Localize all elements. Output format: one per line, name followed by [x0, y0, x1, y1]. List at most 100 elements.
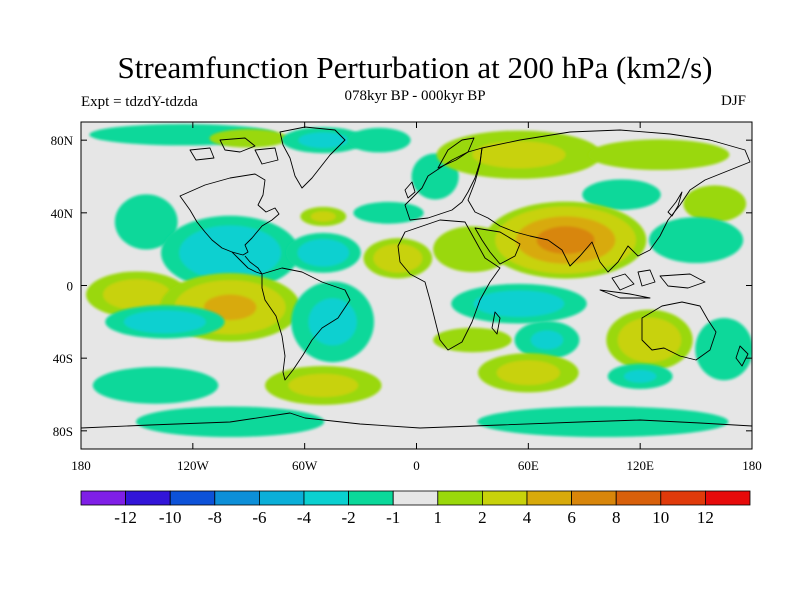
- contour-level: [683, 185, 747, 223]
- colorbar-label: -10: [159, 508, 182, 527]
- coast-scandinavia: [437, 137, 475, 169]
- anomaly-negative: [514, 321, 580, 359]
- anomaly-positive: [606, 309, 693, 371]
- x-tick-label: 180: [71, 458, 91, 473]
- anomaly-negative: [451, 283, 587, 324]
- coast-australia: [641, 301, 717, 361]
- colorbar-swatch: [437, 490, 483, 506]
- contour-level: [288, 373, 359, 398]
- anomaly-negative: [477, 406, 729, 438]
- colorbar-swatch: [705, 490, 751, 506]
- coast-central-america: [231, 251, 263, 275]
- contour-level: [347, 127, 411, 153]
- colorbar-label: 4: [523, 508, 532, 527]
- contour-level: [298, 132, 349, 148]
- anomaly-positive: [478, 353, 579, 393]
- contour-level: [582, 179, 661, 210]
- anomaly-positive: [683, 185, 747, 223]
- contour-level: [123, 310, 206, 334]
- y-tick-label: 40S: [53, 351, 73, 366]
- coast-arctic-islands: [189, 137, 279, 165]
- colorbar-label: -6: [252, 508, 266, 527]
- coast-antarctica: [81, 412, 752, 429]
- colorbar-swatch: [80, 490, 126, 506]
- contour-level: [473, 290, 565, 317]
- colorbar-swatch: [481, 490, 528, 506]
- colorbar-label: 10: [652, 508, 669, 527]
- anomaly-negative: [285, 232, 361, 273]
- contour-level: [617, 317, 682, 363]
- contour-level: [530, 330, 564, 350]
- contour-level: [648, 217, 744, 264]
- coast-asia: [467, 129, 751, 273]
- anomaly-positive: [300, 206, 347, 227]
- colorbar-label: -4: [297, 508, 312, 527]
- colorbar-swatch: [125, 490, 171, 506]
- colorbar-swatch: [660, 490, 706, 506]
- coast-indonesia: [599, 269, 706, 299]
- colorbar-swatch: [214, 490, 260, 506]
- x-tick-label: 0: [413, 458, 420, 473]
- anomaly-positive: [484, 201, 647, 279]
- colorbar-label: -1: [386, 508, 400, 527]
- colorbar-label: -12: [114, 508, 137, 527]
- y-tick-label: 80N: [51, 133, 74, 148]
- contour-level: [310, 211, 336, 222]
- anomaly-negative: [347, 127, 411, 153]
- anomaly-negative: [114, 194, 178, 250]
- contour-level: [695, 317, 752, 381]
- anomaly-negative: [105, 305, 225, 339]
- colorbar-swatch: [348, 490, 394, 506]
- colorbar-swatch: [571, 490, 617, 506]
- contour-level: [373, 243, 423, 273]
- y-tick-label: 80S: [53, 424, 73, 439]
- coast-japan: [667, 191, 683, 217]
- x-tick-label: 180: [742, 458, 762, 473]
- contour-level: [433, 327, 512, 353]
- coast-new-zealand: [735, 345, 749, 367]
- contour-level: [209, 129, 288, 148]
- anomaly-positive: [265, 365, 382, 405]
- x-tick-label: 60E: [518, 458, 539, 473]
- colorbar-label: 8: [612, 508, 621, 527]
- coast-british-isles: [404, 181, 416, 199]
- x-axis: 180 120W 60W 0 60E 120E 180: [71, 122, 762, 473]
- y-axis: 80N 40N 0 40S 80S: [51, 133, 752, 439]
- coast-south-america: [261, 267, 351, 381]
- experiment-label: Expt = tdzdY-tdzda: [81, 94, 198, 110]
- anomaly-negative: [695, 317, 752, 381]
- colorbar-swatch: [303, 490, 349, 506]
- x-tick-label: 120E: [626, 458, 654, 473]
- coast-arabia: [474, 227, 521, 265]
- contour-level: [203, 294, 257, 321]
- contour-level: [588, 139, 730, 170]
- y-tick-label: 0: [67, 279, 74, 294]
- anomaly-negative: [582, 179, 661, 210]
- anomaly-negative: [353, 201, 424, 224]
- colorbar-swatch: [392, 490, 439, 506]
- contour-level: [353, 201, 424, 224]
- contour-level: [623, 370, 657, 383]
- chart-title: Streamfunction Perturbation at 200 hPa (…: [117, 50, 713, 85]
- coast-madagascar: [491, 311, 501, 335]
- colorbar-label: 1: [434, 508, 443, 527]
- contour-level: [496, 360, 561, 386]
- colorbar-label: 12: [697, 508, 714, 527]
- anomaly-layer: [86, 124, 752, 438]
- anomaly-positive: [436, 130, 602, 179]
- colorbar-swatch: [258, 490, 305, 506]
- anomaly-positive: [588, 139, 730, 170]
- coast-greenland: [279, 126, 346, 189]
- contour-level: [297, 239, 350, 267]
- colorbar-swatch: [526, 490, 572, 506]
- anomaly-negative: [648, 217, 744, 264]
- y-tick-label: 40N: [51, 206, 74, 221]
- anomaly-positive: [209, 129, 288, 148]
- coast-north-america: [179, 173, 280, 256]
- chart-subtitle: 078kyr BP - 000kyr BP: [344, 88, 486, 104]
- anomaly-positive: [433, 327, 512, 353]
- colorbar-swatch: [169, 490, 216, 506]
- contour-level: [179, 225, 282, 281]
- anomaly-positive: [363, 238, 433, 279]
- season-label: DJF: [721, 93, 747, 109]
